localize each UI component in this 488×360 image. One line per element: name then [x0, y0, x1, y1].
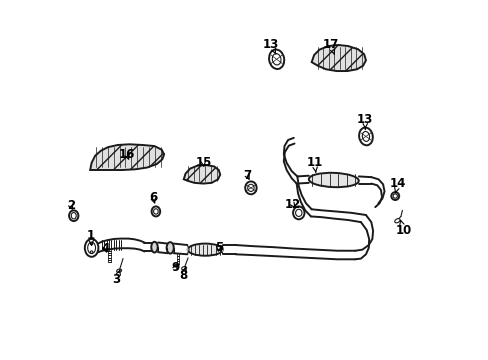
- Ellipse shape: [268, 49, 284, 69]
- Ellipse shape: [151, 242, 157, 252]
- Text: 13: 13: [356, 113, 373, 129]
- Ellipse shape: [292, 206, 304, 219]
- Text: 9: 9: [171, 261, 179, 274]
- Polygon shape: [183, 165, 220, 184]
- Polygon shape: [311, 45, 365, 71]
- Ellipse shape: [69, 210, 78, 221]
- Ellipse shape: [151, 206, 160, 216]
- Ellipse shape: [358, 127, 372, 145]
- Polygon shape: [187, 245, 189, 254]
- Ellipse shape: [117, 269, 122, 273]
- Ellipse shape: [84, 239, 98, 257]
- Text: 5: 5: [214, 240, 223, 254]
- Ellipse shape: [182, 266, 186, 270]
- Text: 12: 12: [284, 198, 300, 211]
- Ellipse shape: [187, 244, 222, 256]
- Text: 14: 14: [389, 177, 406, 193]
- Text: 6: 6: [149, 192, 157, 204]
- Text: 8: 8: [179, 266, 187, 282]
- Text: 16: 16: [118, 148, 135, 161]
- Ellipse shape: [166, 242, 173, 253]
- Ellipse shape: [308, 173, 358, 187]
- Text: 2: 2: [67, 199, 75, 212]
- Polygon shape: [90, 144, 164, 170]
- Text: 15: 15: [195, 156, 211, 169]
- Text: 4: 4: [101, 242, 109, 255]
- Ellipse shape: [244, 181, 256, 194]
- Polygon shape: [221, 245, 223, 254]
- Text: 17: 17: [322, 39, 338, 54]
- Text: 11: 11: [306, 156, 322, 172]
- Text: 13: 13: [263, 39, 279, 54]
- Ellipse shape: [390, 192, 398, 200]
- Text: 7: 7: [243, 169, 251, 182]
- Text: 10: 10: [394, 220, 411, 237]
- Text: 1: 1: [87, 229, 95, 245]
- Ellipse shape: [394, 219, 399, 223]
- Text: 3: 3: [112, 270, 121, 286]
